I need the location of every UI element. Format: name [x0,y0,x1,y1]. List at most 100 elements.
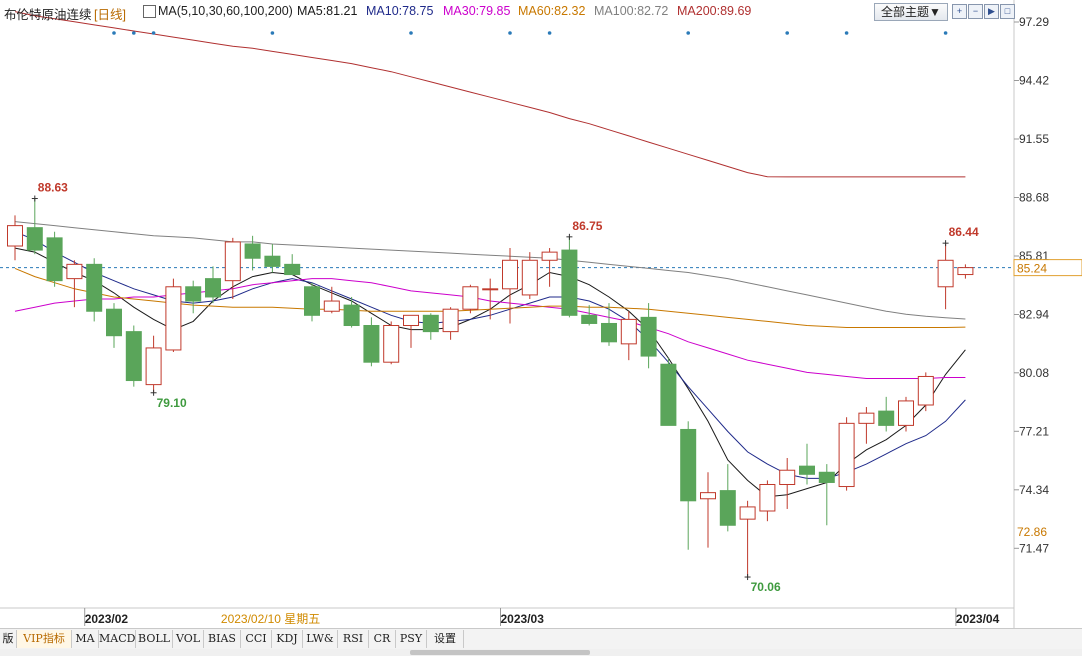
y-tick-label: 94.42 [1019,74,1049,88]
theme-selector-button[interactable]: 全部主题▼ [874,3,948,21]
ma-legend-item: MA10:78.75 [366,4,434,18]
candle-body [145,347,162,386]
candle[interactable] [462,284,479,314]
candle[interactable] [719,464,736,532]
candle[interactable] [7,215,23,261]
indicator-tab[interactable]: BOLL [136,630,173,648]
candle[interactable] [917,372,934,412]
candle[interactable] [541,248,558,287]
candle[interactable] [422,313,439,340]
candle[interactable] [185,280,202,314]
candle[interactable] [26,198,43,255]
indicator-tab[interactable]: LW& [303,630,338,648]
indicator-tab[interactable]: BIAS [204,630,241,648]
ma-axis-value-label: 72.86 [1017,525,1047,539]
ma-legend-item: MA200:89.69 [677,4,752,18]
price-chart[interactable]: 88.63 79.10 86.75 70.06 86.44 97.29 94.42 91.5… [0,0,1082,628]
event-marker-dot[interactable] [112,31,116,35]
candle[interactable] [620,311,637,361]
event-marker-dot[interactable] [270,31,275,35]
candle[interactable] [106,303,122,348]
indicator-tab[interactable]: MA [72,630,99,648]
candle[interactable] [898,396,914,432]
zoom-in-icon[interactable]: + [952,4,967,19]
candle[interactable] [264,243,281,273]
candle[interactable] [937,243,954,310]
candle[interactable] [759,480,776,522]
candle[interactable] [561,236,578,318]
event-marker-dot[interactable] [785,31,789,35]
candle[interactable] [660,358,677,426]
indicator-tab[interactable]: 版 [0,630,17,648]
candle[interactable] [482,278,499,320]
scrollbar-thumb[interactable] [410,650,590,655]
candle[interactable] [442,307,459,340]
event-marker-dot[interactable] [686,31,690,35]
candle[interactable] [640,303,657,369]
event-marker-dot[interactable] [132,31,136,35]
candle[interactable] [244,235,261,271]
candle[interactable] [284,254,301,276]
candle[interactable] [521,252,538,300]
candle[interactable] [165,278,182,353]
candle[interactable] [224,237,241,300]
candle[interactable] [779,457,796,509]
indicator-tab[interactable]: KDJ [272,630,303,648]
instrument-title: 布伦特原油连续 [4,8,92,22]
candle[interactable] [323,286,340,314]
indicator-tab[interactable]: PSY [396,630,427,648]
candle[interactable] [502,248,518,324]
event-marker-dot[interactable] [409,31,413,35]
ma-params-label[interactable]: MA(5,10,30,60,100,200) [158,4,293,18]
fullscreen-icon[interactable]: □ [1000,4,1015,19]
play-icon[interactable]: ▶ [984,4,999,19]
candle[interactable] [957,264,974,279]
candle[interactable] [838,417,855,491]
indicator-tab[interactable]: CR [369,630,396,648]
candle[interactable] [858,407,875,444]
indicator-tab[interactable]: CCI [241,630,272,648]
high-price-label: 86.75 [572,219,602,233]
candle[interactable] [403,314,419,348]
candle[interactable] [46,231,63,287]
candle[interactable] [363,317,380,367]
candle[interactable] [818,464,835,526]
candle-body [224,241,241,282]
candle[interactable] [878,396,895,432]
event-marker-dot[interactable] [943,31,948,35]
event-marker-dot[interactable] [844,31,849,35]
candle[interactable] [383,321,400,365]
y-tick-label: 97.29 [1019,15,1049,29]
candle-body [323,300,340,312]
candle[interactable] [739,500,756,578]
indicator-tab[interactable]: VIP指标 [17,630,72,648]
candle-body [363,325,380,363]
period-label[interactable]: [日线] [94,8,126,22]
candle[interactable] [145,335,162,393]
candle[interactable] [304,282,320,322]
candle[interactable] [680,421,697,550]
horizontal-scrollbar[interactable] [0,649,1082,656]
event-marker-dot[interactable] [508,31,512,35]
indicator-tab[interactable]: RSI [338,630,369,648]
candle[interactable] [581,305,598,326]
chart-type-icon[interactable] [143,5,156,18]
y-tick-label: 74.34 [1019,483,1049,497]
indicator-tab[interactable]: 设置 [427,630,464,648]
event-marker-dot[interactable] [547,31,552,35]
indicator-tab[interactable]: VOL [173,630,204,648]
candle[interactable] [700,472,716,548]
ma100-line [14,221,966,320]
candle[interactable] [125,325,142,387]
indicator-tab[interactable]: MACD [99,630,136,648]
candle[interactable] [799,443,815,485]
candle[interactable] [66,260,83,308]
candle-body [7,225,23,247]
candle[interactable] [205,266,221,304]
event-marker-dot[interactable] [151,31,156,35]
candle[interactable] [343,296,360,328]
candle[interactable] [86,258,103,322]
zoom-out-icon[interactable]: − [968,4,983,19]
candle[interactable] [601,303,617,346]
candle-body [581,314,598,324]
